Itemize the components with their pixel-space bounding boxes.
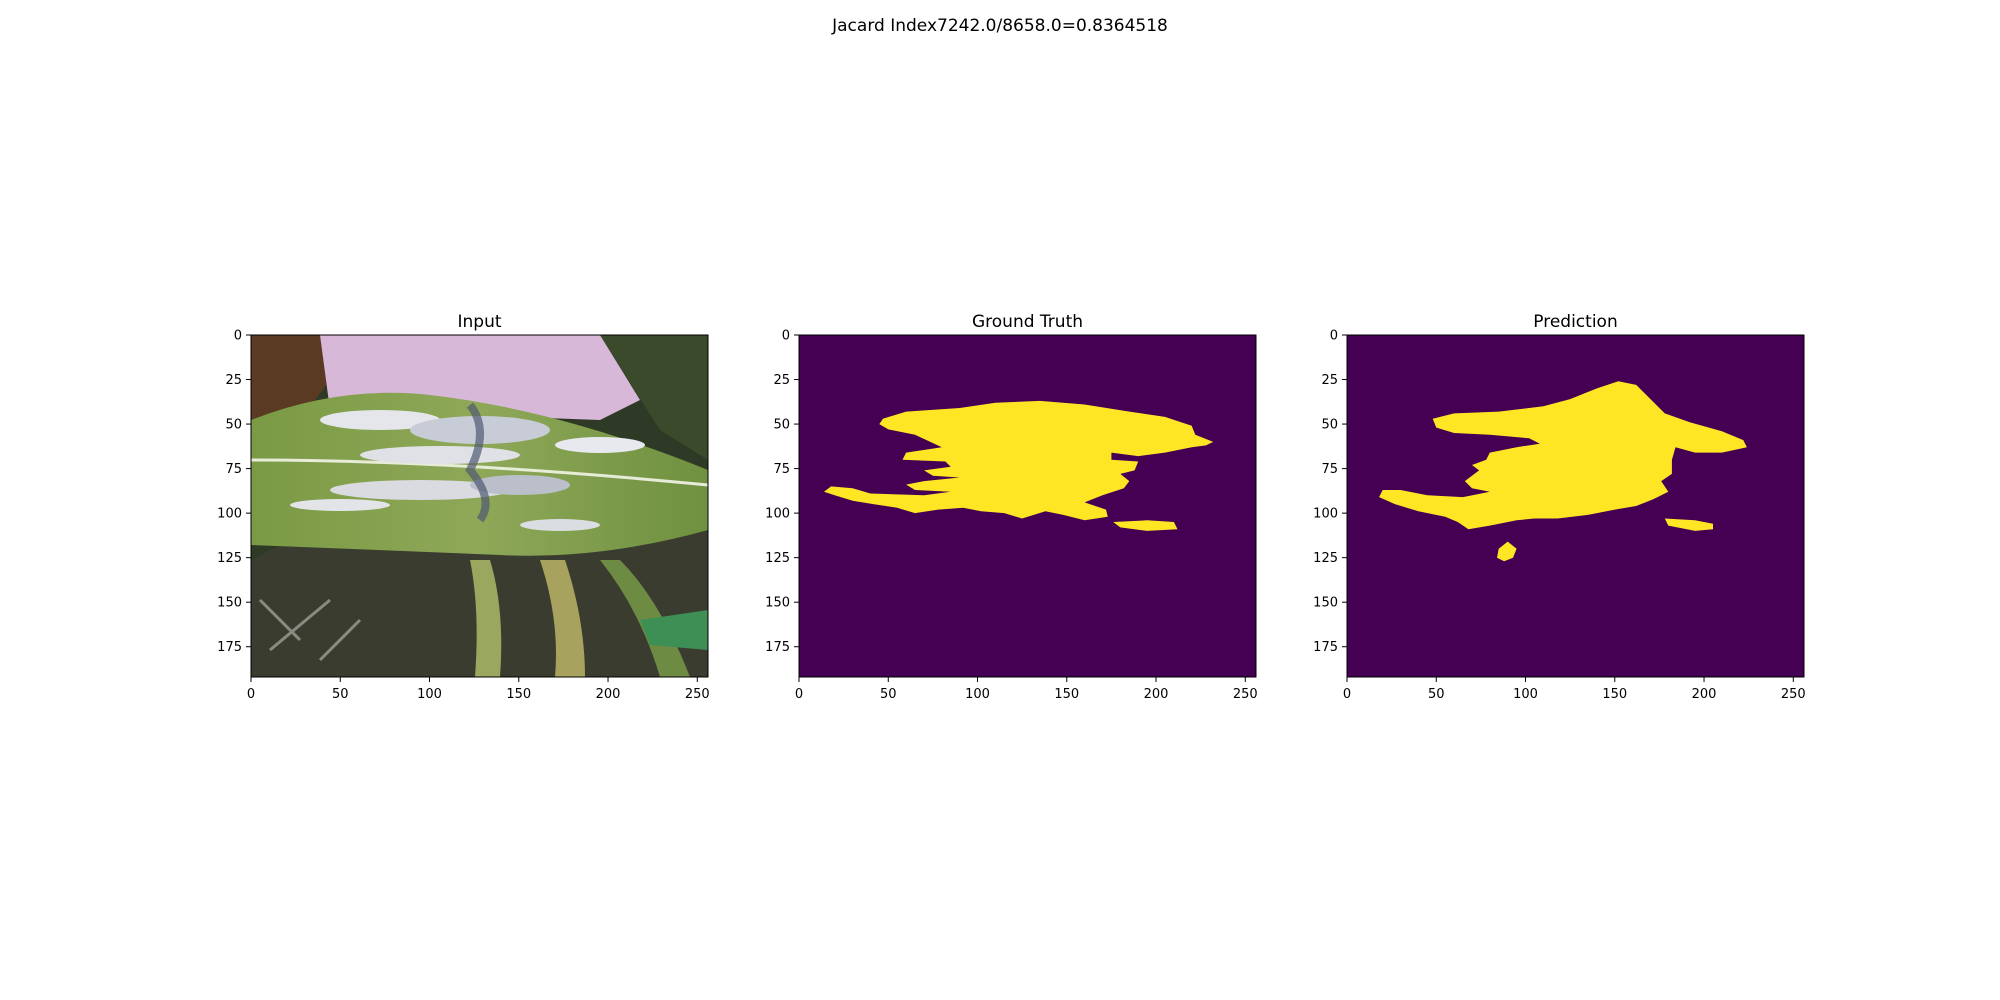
figure-suptitle: Jacard Index7242.0/8658.0=0.8364518 xyxy=(832,16,1168,36)
prediction-lesion-region-0 xyxy=(1379,381,1747,530)
input-photo xyxy=(251,335,708,677)
ground-truth-lesion-region-0 xyxy=(824,400,1214,521)
prediction-xtick-label: 200 xyxy=(1692,687,1717,702)
input-xtick-label: 150 xyxy=(506,687,531,702)
prediction-xtick-label: 0 xyxy=(1343,687,1351,702)
ground-truth-ytick-label: 100 xyxy=(765,507,790,522)
input-xtick-label: 50 xyxy=(332,687,349,702)
ground-truth-ytick-label: 75 xyxy=(773,462,790,477)
ground-truth-ytick-label: 175 xyxy=(765,640,790,655)
prediction-xtick-label: 100 xyxy=(1513,687,1538,702)
input-ytick-label: 75 xyxy=(225,462,242,477)
prediction-ytick-label: 25 xyxy=(1321,373,1338,388)
input-ytick-label: 175 xyxy=(217,640,242,655)
ground-truth-ytick-label: 150 xyxy=(765,596,790,611)
prediction-ytick-label: 75 xyxy=(1321,462,1338,477)
prediction-xtick-label: 250 xyxy=(1781,687,1806,702)
ground-truth-xtick-label: 50 xyxy=(880,687,897,702)
ground-truth-ytick-label: 25 xyxy=(773,373,790,388)
prediction-ytick-label: 0 xyxy=(1330,329,1338,344)
ground-truth-xtick-label: 200 xyxy=(1144,687,1169,702)
ground-truth-ytick-label: 125 xyxy=(765,551,790,566)
ground-truth-xtick-label: 250 xyxy=(1233,687,1258,702)
input-xtick-label: 250 xyxy=(685,687,710,702)
input-axes-frame xyxy=(250,334,709,678)
ground-truth-xtick-label: 0 xyxy=(795,687,803,702)
prediction-xtick-label: 50 xyxy=(1428,687,1445,702)
input-title: Input xyxy=(457,312,501,332)
input-xtick-label: 0 xyxy=(247,687,255,702)
ground-truth-ytick-label: 0 xyxy=(782,329,790,344)
input-ytick-label: 125 xyxy=(217,551,242,566)
prediction-lesion-region-2 xyxy=(1664,518,1713,531)
prediction-ytick-label: 150 xyxy=(1313,596,1338,611)
prediction-ytick-label: 125 xyxy=(1313,551,1338,566)
ground-truth-xtick-label: 100 xyxy=(965,687,990,702)
input-ytick-label: 0 xyxy=(234,329,242,344)
input-ytick-label: 100 xyxy=(217,507,242,522)
input-xtick-label: 100 xyxy=(417,687,442,702)
input-xtick-label: 200 xyxy=(596,687,621,702)
prediction-xtick-label: 150 xyxy=(1602,687,1627,702)
prediction-ytick-label: 50 xyxy=(1321,418,1338,433)
prediction-title: Prediction xyxy=(1533,312,1617,332)
prediction-ytick-label: 175 xyxy=(1313,640,1338,655)
prediction-axes-frame xyxy=(1346,334,1805,678)
input-ytick-label: 150 xyxy=(217,596,242,611)
ground-truth-title: Ground Truth xyxy=(972,312,1083,332)
ground-truth-lesion-region-1 xyxy=(1113,520,1178,531)
ground-truth-axes-frame xyxy=(798,334,1257,678)
prediction-lesion-region-1 xyxy=(1497,541,1517,562)
ground-truth-xtick-label: 150 xyxy=(1054,687,1079,702)
prediction-ytick-label: 100 xyxy=(1313,507,1338,522)
ground-truth-ytick-label: 50 xyxy=(773,418,790,433)
input-ytick-label: 50 xyxy=(225,418,242,433)
input-ytick-label: 25 xyxy=(225,373,242,388)
